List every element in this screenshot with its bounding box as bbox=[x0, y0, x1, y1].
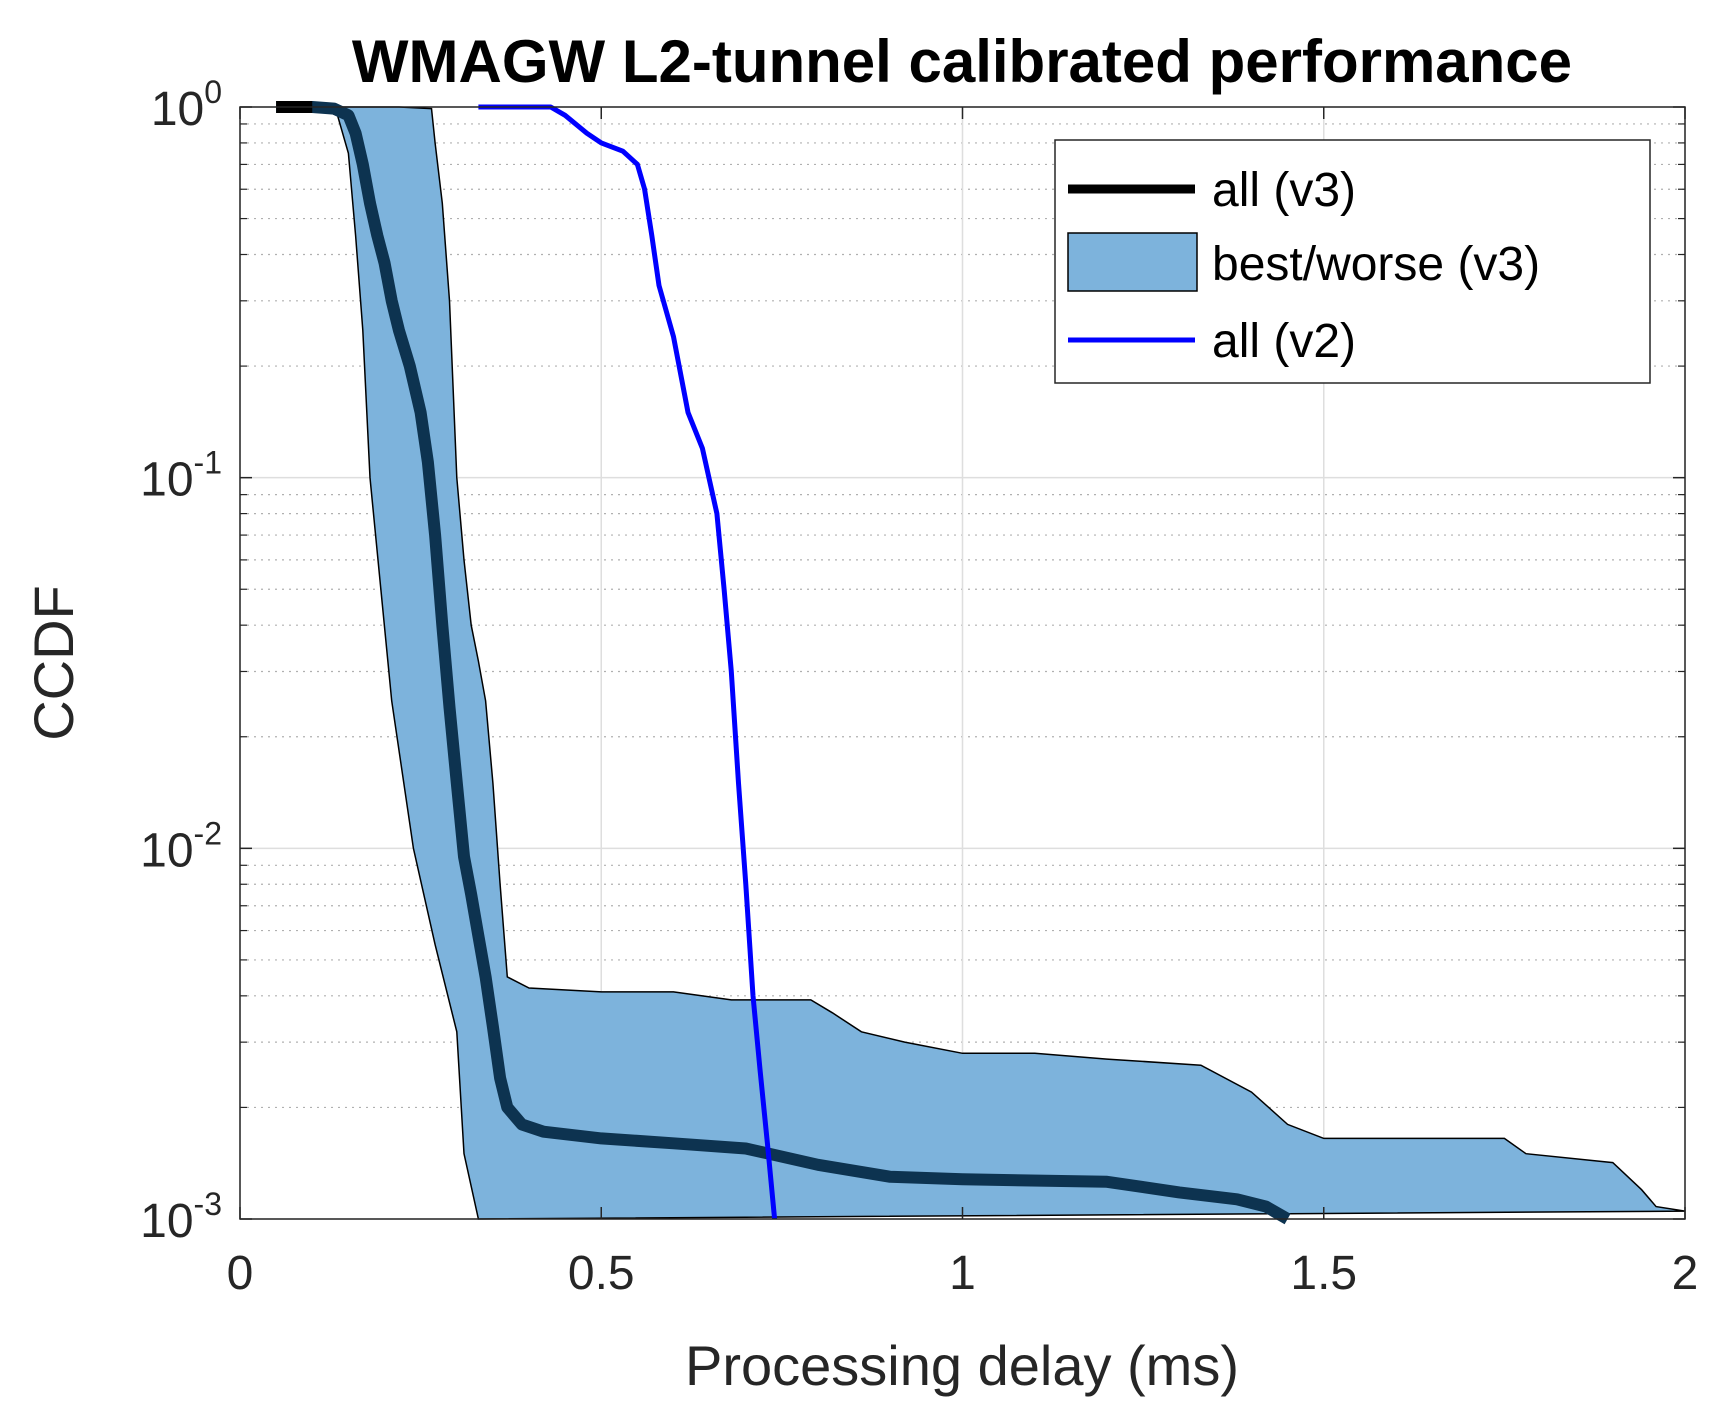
legend-label-best-worse-v3: best/worse (v3) bbox=[1212, 238, 1540, 291]
series-line-all-v3 bbox=[276, 101, 1291, 1225]
chart-title: WMAGW L2-tunnel calibrated performance bbox=[352, 28, 1572, 95]
legend-label-all-v2: all (v2) bbox=[1212, 315, 1356, 368]
x-tick-label: 2 bbox=[1672, 1247, 1699, 1300]
y-tick-label: 10-1 bbox=[140, 445, 222, 507]
x-tick-label: 1.5 bbox=[1290, 1247, 1357, 1300]
x-tick-label: 1 bbox=[949, 1247, 976, 1300]
y-tick-labels: 100 10-1 10-2 10-3 bbox=[140, 74, 222, 1248]
series-line-all-v2 bbox=[478, 104, 778, 1220]
y-tick-label: 10-2 bbox=[140, 815, 222, 877]
legend-label-all-v3: all (v3) bbox=[1212, 164, 1356, 217]
y-tick-label: 10-3 bbox=[140, 1186, 222, 1248]
x-axis-label: Processing delay (ms) bbox=[685, 1334, 1239, 1397]
tick-marks bbox=[239, 106, 1686, 1220]
x-tick-label: 0.5 bbox=[568, 1247, 635, 1300]
x-tick-labels: 0 0.5 1 1.5 2 bbox=[227, 1247, 1699, 1300]
legend: all (v3) best/worse (v3) all (v2) bbox=[1054, 139, 1651, 384]
band-best-worse-v3 bbox=[276, 106, 1686, 1220]
y-axis-label: CCDF bbox=[22, 585, 85, 741]
legend-swatch-best-worse-v3 bbox=[1067, 232, 1198, 292]
y-tick-label: 100 bbox=[151, 74, 222, 136]
x-tick-label: 0 bbox=[227, 1247, 254, 1300]
